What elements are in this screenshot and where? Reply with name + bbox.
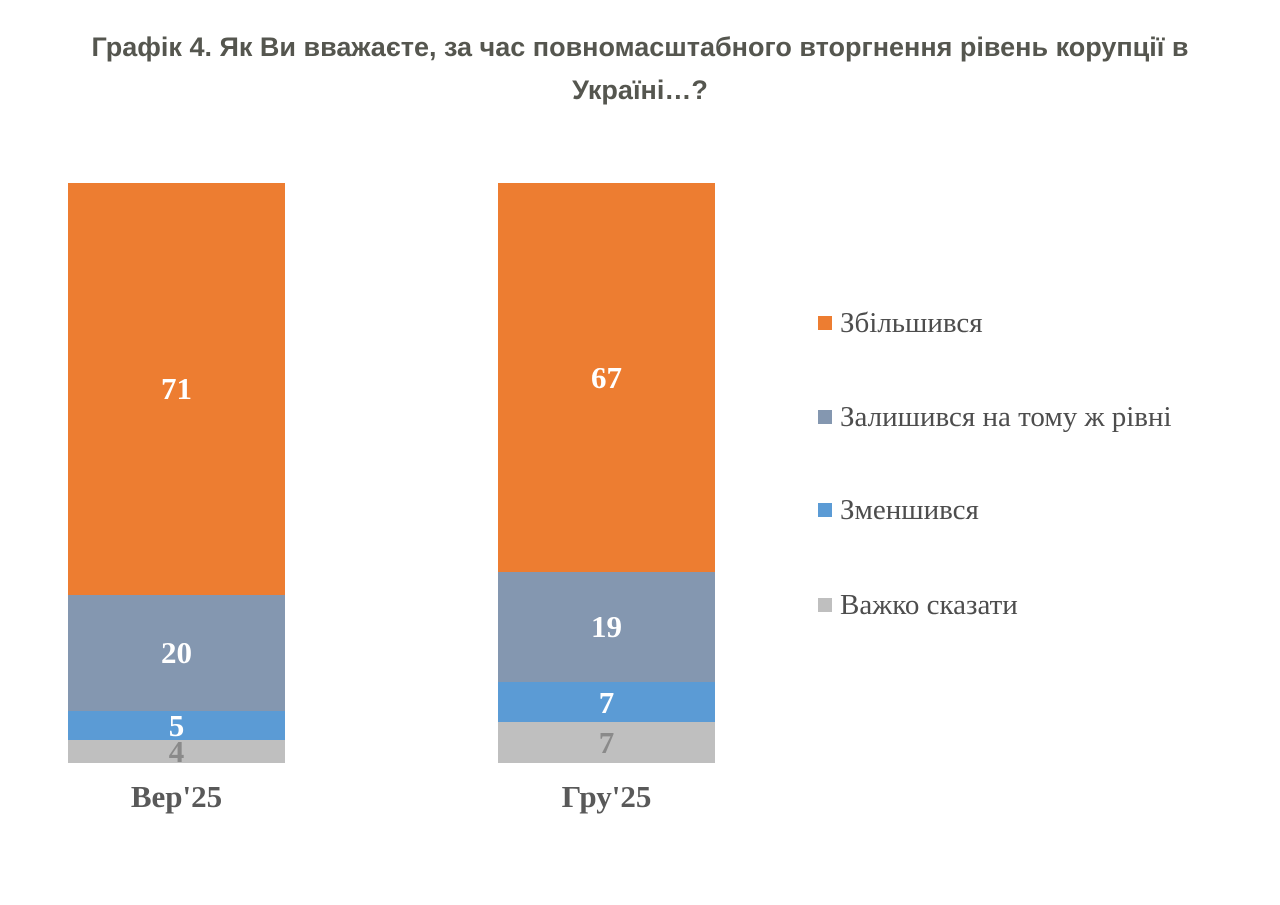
legend-item: Важко сказати <box>818 588 1018 622</box>
chart-title: Графік 4. Як Ви вважаєте, за час повнома… <box>91 32 1189 105</box>
bar-segment: 19 <box>498 571 715 682</box>
bar-2: 7 7 19 67 <box>498 0 715 763</box>
legend-swatch-icon <box>818 598 832 612</box>
legend-label: Залишився на тому ж рівні <box>840 401 1172 433</box>
bar-value-label: 7 <box>598 725 615 761</box>
bar-value-label: 4 <box>168 733 185 769</box>
category-label: Гру'25 <box>561 779 652 814</box>
legend-item: Залишився на тому ж рівні <box>818 400 1172 434</box>
bar-segment: 7 <box>498 722 715 763</box>
legend-label: Зменшився <box>840 494 979 526</box>
bar-value-label: 7 <box>598 684 615 720</box>
bar-segment: 67 <box>498 183 715 572</box>
legend-item: Збільшився <box>818 306 983 340</box>
bar-segment: 71 <box>68 183 285 595</box>
legend-item: Зменшився <box>818 493 979 527</box>
bar-segment: 7 <box>498 681 715 723</box>
bar-value-label: 19 <box>591 609 622 645</box>
legend-swatch-icon <box>818 316 832 330</box>
bar-value-label: 67 <box>591 359 622 395</box>
category-label: Вер'25 <box>130 779 223 814</box>
bar-segment: 5 <box>68 707 285 743</box>
legend-label: Збільшився <box>840 307 983 339</box>
bar-segment: 20 <box>68 594 285 711</box>
bar-1: 4 5 20 71 <box>68 0 285 767</box>
legend-swatch-icon <box>818 503 832 517</box>
legend-swatch-icon <box>818 410 832 424</box>
bar-segment: 4 <box>68 736 285 767</box>
bar-value-label: 20 <box>161 635 192 671</box>
legend-label: Важко сказати <box>840 589 1018 621</box>
bar-value-label: 71 <box>161 371 192 407</box>
bar-value-label: 5 <box>168 707 185 743</box>
